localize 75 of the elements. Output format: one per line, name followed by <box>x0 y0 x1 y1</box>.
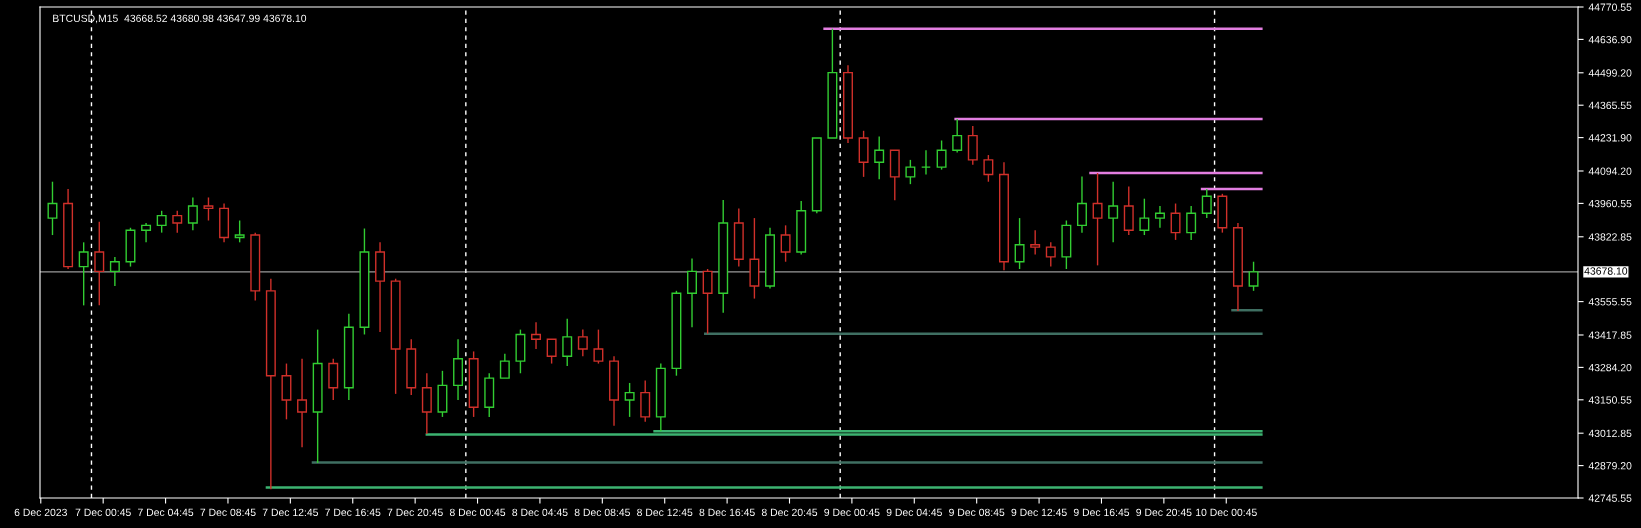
y-tick-label: 44094.20 <box>1588 167 1632 175</box>
y-tick-label: 43555.55 <box>1588 298 1632 306</box>
x-tick-label: 8 Dec 08:45 <box>574 508 630 517</box>
candlestick <box>1186 205 1197 241</box>
candlestick <box>874 135 885 180</box>
x-tick-label: 8 Dec 04:45 <box>512 508 568 517</box>
y-tick-label: 44636.90 <box>1588 35 1632 44</box>
candlestick <box>234 219 245 244</box>
candlestick <box>203 196 214 222</box>
candlestick <box>1170 202 1181 241</box>
x-tick-label: 7 Dec 00:45 <box>75 508 131 517</box>
candlestick <box>1139 197 1150 236</box>
candlestick <box>187 196 198 231</box>
x-tick-label: 6 Dec 2023 <box>14 508 67 517</box>
candlestick <box>78 241 89 307</box>
candlestick <box>141 222 152 244</box>
x-tick-label: 8 Dec 00:45 <box>449 508 506 517</box>
y-tick-label: 43284.20 <box>1588 363 1632 372</box>
y-tick-label: 42879.20 <box>1588 462 1632 470</box>
x-tick-label: 8 Dec 16:45 <box>699 508 755 517</box>
y-tick-label: 44231.90 <box>1588 134 1632 142</box>
candlestick <box>1014 217 1025 270</box>
candlestick <box>983 154 994 183</box>
y-tick-label: 43417.85 <box>1588 331 1632 339</box>
x-tick-label: 7 Dec 12:45 <box>262 508 319 517</box>
candlestick <box>593 328 604 365</box>
y-tick-label: 43150.55 <box>1588 396 1632 404</box>
candlestick <box>94 221 105 307</box>
x-tick-label: 9 Dec 08:45 <box>949 508 1005 517</box>
ref-line-label: 43678.10 <box>1584 267 1628 275</box>
candlestick <box>531 321 542 350</box>
candlestick <box>47 181 58 236</box>
candlestick <box>624 382 635 418</box>
candlestick <box>499 353 510 379</box>
candlestick <box>936 139 947 171</box>
x-tick-label: 7 Dec 20:45 <box>387 508 443 517</box>
x-tick-label: 9 Dec 00:45 <box>824 508 880 517</box>
y-tick-label: 43960.55 <box>1588 199 1632 208</box>
candlestick <box>905 159 916 185</box>
candlestick <box>1248 261 1259 292</box>
candlestick <box>702 268 713 335</box>
candlestick <box>156 210 167 234</box>
y-tick-label: 44365.55 <box>1588 101 1632 110</box>
candlestick <box>1076 175 1087 234</box>
candlestick <box>297 358 308 448</box>
candlestick <box>1092 172 1103 267</box>
candlestick <box>172 210 183 234</box>
candlestick <box>577 328 588 357</box>
candlestick <box>546 338 557 365</box>
candlestick <box>1030 229 1041 256</box>
candlestick <box>1201 188 1212 219</box>
y-tick-label: 43822.85 <box>1588 233 1632 241</box>
candlestick <box>1108 181 1119 244</box>
candlestick <box>780 224 791 263</box>
candlestick <box>1045 241 1056 268</box>
y-tick-label: 43012.85 <box>1588 429 1632 438</box>
candlestick <box>109 256 120 287</box>
y-tick-label: 42745.55 <box>1588 494 1632 502</box>
x-tick-label: 9 Dec 20:45 <box>1136 508 1192 517</box>
x-tick-label: 9 Dec 12:45 <box>1011 508 1067 517</box>
x-tick-label: 9 Dec 04:45 <box>886 508 942 517</box>
x-tick-label: 10 Dec 00:45 <box>1196 508 1257 517</box>
x-tick-label: 7 Dec 08:45 <box>200 508 256 517</box>
candlestick <box>562 318 573 367</box>
candlestick <box>1154 205 1165 229</box>
y-tick-label: 44770.55 <box>1588 3 1632 11</box>
x-tick-label: 9 Dec 16:45 <box>1073 508 1130 517</box>
x-tick-label: 8 Dec 20:45 <box>761 508 818 517</box>
x-tick-label: 7 Dec 16:45 <box>325 508 381 517</box>
candlestick <box>687 257 697 328</box>
text: BTCUSD,M15 43668.52 43680.98 43647.99 43678.10 <box>53 14 307 24</box>
y-tick-label: 44499.20 <box>1588 69 1632 77</box>
x-tick-label: 7 Dec 04:45 <box>138 508 194 517</box>
candlestick <box>952 118 963 154</box>
x-tick-label: 8 Dec 12:45 <box>637 508 693 517</box>
